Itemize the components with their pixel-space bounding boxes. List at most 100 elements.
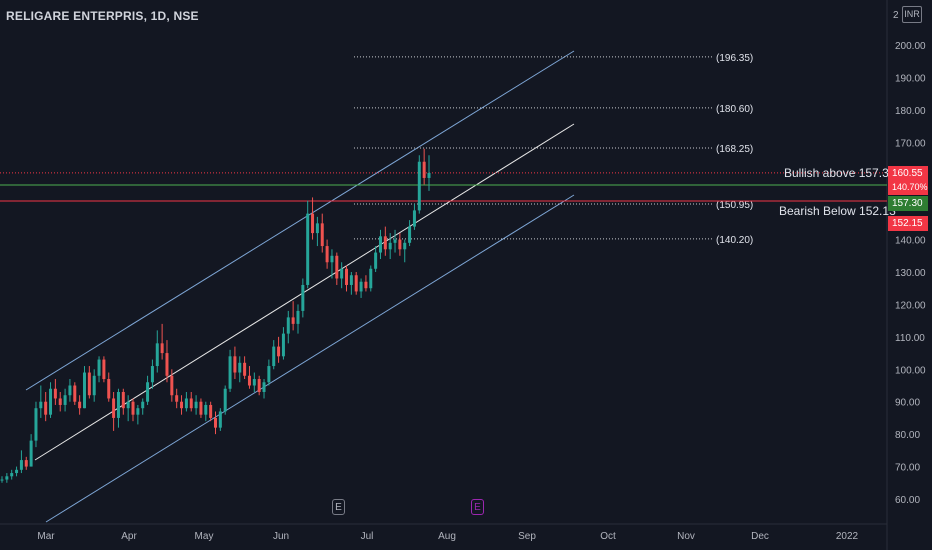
candle-body <box>272 346 276 367</box>
candle-body <box>301 284 305 311</box>
time-axis-label: Jun <box>273 531 289 542</box>
price-tick-label: 170.00 <box>895 138 926 149</box>
candle-body <box>277 346 281 357</box>
candle-body <box>131 401 135 415</box>
candle-body <box>165 353 169 376</box>
price-tick-label: 2 <box>893 10 899 21</box>
candle-body <box>364 281 368 289</box>
candle-body <box>359 281 363 292</box>
candle-body <box>383 236 387 250</box>
candle-body <box>306 213 310 285</box>
time-axis-label: 2022 <box>836 531 859 542</box>
candle-body <box>228 356 232 389</box>
candle-body <box>252 379 256 386</box>
last-price-tag: 160.55 <box>888 166 928 181</box>
candle-body <box>403 242 407 250</box>
price-tick-label: 200.00 <box>895 41 926 52</box>
fib-level-label: (150.95) <box>716 200 753 211</box>
candle-body <box>53 388 57 399</box>
fib-level-label: (140.20) <box>716 235 753 246</box>
candle-body <box>257 379 261 392</box>
candle-body <box>238 362 242 373</box>
time-axis-label: Sep <box>518 531 536 542</box>
candle-body <box>112 398 116 418</box>
price-tick-label: 90.00 <box>895 398 920 409</box>
candle-body <box>398 239 402 250</box>
price-tick-label: 140.00 <box>895 236 926 247</box>
candle-body <box>223 388 227 412</box>
time-axis-label: Jul <box>361 531 374 542</box>
candle-body <box>218 411 222 428</box>
candle-body <box>281 333 285 357</box>
candle-body <box>243 362 247 376</box>
candle-body <box>19 460 23 470</box>
time-axis-label: Mar <box>37 531 55 542</box>
candle-body <box>247 375 251 386</box>
candle-body <box>291 317 295 324</box>
time-axis-label: Nov <box>677 531 695 542</box>
candle-body <box>10 473 14 477</box>
candle-body <box>58 398 62 405</box>
candle-body <box>393 239 397 243</box>
time-axis-label: Oct <box>600 531 616 542</box>
price-tick-label: 100.00 <box>895 365 926 376</box>
candle-body <box>87 372 91 396</box>
candle-body <box>126 401 130 409</box>
candle-body <box>325 246 329 263</box>
candle-body <box>233 356 237 373</box>
time-axis-label: Dec <box>751 531 769 542</box>
candle-body <box>39 401 43 409</box>
candle-body <box>5 476 9 480</box>
candle-body <box>184 398 188 409</box>
fib-level-label: (168.25) <box>716 144 753 155</box>
candle-body <box>44 401 48 415</box>
candle-body <box>0 479 4 481</box>
price-tick-label: 70.00 <box>895 463 920 474</box>
candle-body <box>160 343 164 354</box>
candle-body <box>136 408 140 415</box>
candle-body <box>15 469 19 474</box>
candle-body <box>315 223 319 234</box>
candle-body <box>63 395 67 405</box>
candle-body <box>412 210 416 227</box>
candle-body <box>267 366 271 383</box>
candle-body <box>68 385 72 396</box>
candle-body <box>34 408 38 441</box>
candle-body <box>92 375 96 396</box>
price-tick-label: 80.00 <box>895 430 920 441</box>
candle-body <box>73 385 77 402</box>
channel-upper-line <box>25 50 575 391</box>
candle-body <box>388 242 392 250</box>
earnings-event-icon[interactable]: E <box>332 499 345 515</box>
bullish-annotation: Bullish above 157.32 <box>784 166 896 180</box>
candle-body <box>175 395 179 402</box>
candle-body <box>209 404 213 418</box>
red-level-tag: 152.15 <box>888 216 928 231</box>
upcoming-earnings-icon[interactable]: E <box>471 499 484 515</box>
candle-body <box>102 359 106 380</box>
candle-body <box>180 401 184 409</box>
candle-body <box>374 252 378 269</box>
candle-body <box>408 226 412 243</box>
price-tick-label: 190.00 <box>895 73 926 84</box>
symbol-title: RELIGARE ENTERPRIS, 1D, NSE <box>6 9 199 23</box>
candle-body <box>121 391 125 409</box>
candle-body <box>286 317 290 334</box>
candle-body <box>320 223 324 247</box>
time-axis-label: Aug <box>438 531 456 542</box>
change-percent-tag: 140.70% <box>888 180 928 195</box>
candle-body <box>82 372 86 409</box>
currency-button[interactable]: INR <box>902 6 922 23</box>
time-axis-label: Apr <box>121 531 137 542</box>
candle-body <box>417 161 421 211</box>
candle-body <box>29 440 33 467</box>
candle-body <box>194 401 198 409</box>
candle-body <box>422 161 426 178</box>
fib-level-label: (180.60) <box>716 104 753 115</box>
channel-lower-line <box>45 194 575 523</box>
price-tick-label: 130.00 <box>895 268 926 279</box>
candle-body <box>146 382 150 402</box>
candle-body <box>141 401 145 409</box>
candle-body <box>199 401 203 415</box>
